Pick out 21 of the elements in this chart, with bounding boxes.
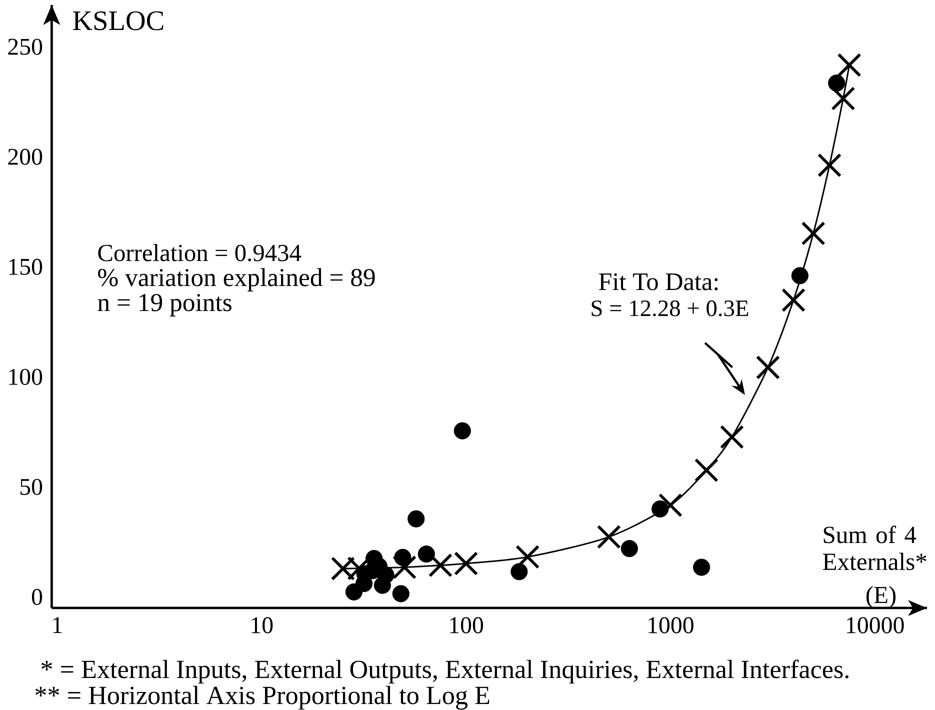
annotation: n = 19 points (98, 294, 232, 316)
x-tick-label: 1 (53, 617, 62, 633)
x-axis-title: Sum of 4 Externals* (822, 526, 926, 570)
y-tick-label: 100 (9, 368, 42, 385)
x-tick-label: 10000 (847, 617, 904, 634)
y-tick-label: 0 (32, 588, 42, 606)
x-tick-label: 1000 (648, 617, 694, 634)
y-tick-label: 250 (8, 38, 42, 55)
x-tick-label: 10 (252, 617, 273, 634)
annotation: Correlation = 0.9434 (98, 244, 302, 262)
annotation: Fit To Data: (598, 273, 718, 290)
y-tick-label: 50 (20, 478, 42, 496)
text: ** = Horizontal Axis Proportional to Log E (35, 686, 490, 710)
annotation: % variation explained = 89 (98, 268, 375, 292)
y-axis-title: KSLOC (73, 11, 164, 30)
annotation: S = 12.28 + 0.3E (592, 300, 748, 316)
text: * = External Inputs, External Outputs, External Inquiries, External Interfaces. (41, 660, 848, 684)
y-tick-label: 150 (9, 258, 42, 275)
y-tick-label: 200 (8, 148, 42, 165)
x-tick-label: 100 (450, 617, 484, 634)
annotation: (E) (866, 586, 896, 608)
